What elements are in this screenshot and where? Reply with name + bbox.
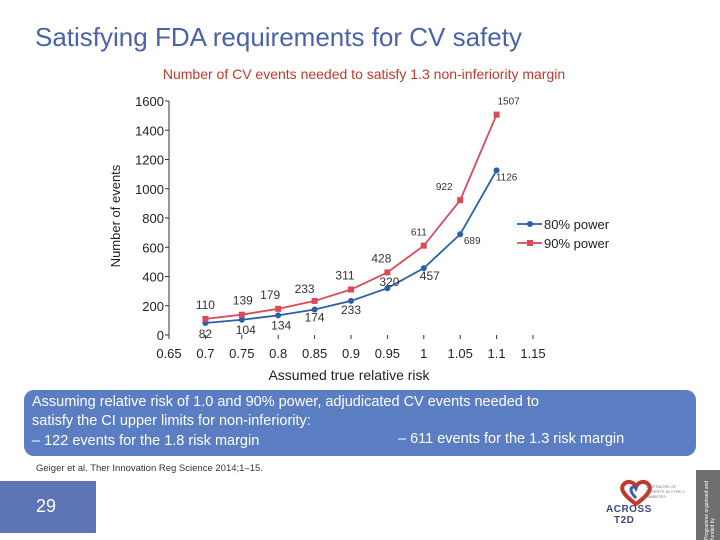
sponsor-strip-text: Programme organised and funded by [704, 480, 716, 540]
x-tick-label: 0.75 [229, 346, 254, 361]
y-tick-label: 1600 [135, 94, 164, 109]
info-line-1: Assuming relative risk of 1.0 and 90% po… [32, 394, 539, 410]
y-tick-label: 400 [142, 270, 164, 285]
data-label: 179 [260, 288, 280, 302]
info-line-3-left: – 122 events for the 1.8 risk margin [32, 433, 260, 449]
info-box: Assuming relative risk of 1.0 and 90% po… [24, 390, 696, 456]
sponsor-strip: Programme organised and funded by [696, 470, 720, 540]
data-label: 922 [436, 182, 453, 193]
legend-label: 90% power [544, 236, 610, 251]
data-point [238, 311, 245, 318]
data-label: 174 [305, 311, 325, 325]
data-point [348, 286, 354, 293]
data-label: 457 [420, 269, 440, 283]
data-label: 320 [379, 275, 399, 289]
y-tick-label: 1200 [135, 153, 164, 168]
y-axis-title: Number of events [108, 164, 123, 267]
x-tick-label: 1 [420, 346, 427, 361]
logo-tagline: A NETWORK OF EXPERTS IN TYPE 2 DIABETES [646, 484, 685, 499]
page-number: 29 [36, 496, 57, 516]
data-point [348, 297, 354, 304]
logo-heart-icon [620, 479, 652, 506]
x-tick-label: 0.8 [269, 346, 287, 361]
x-tick-label: 1.05 [448, 346, 473, 361]
y-tick-label: 1400 [135, 123, 164, 138]
x-tick-label: 0.7 [196, 346, 214, 361]
data-label: 82 [199, 327, 213, 341]
y-tick-label: 200 [142, 299, 164, 314]
x-tick-label: 0.85 [302, 346, 327, 361]
chart-title: Number of CV events needed to satisfy 1.… [162, 66, 566, 82]
x-tick-label: 1.1 [488, 346, 506, 361]
data-point [420, 265, 427, 272]
citation: Geiger et al. Ther Innovation Reg Scienc… [36, 463, 263, 474]
data-label: 233 [341, 303, 361, 317]
data-point [384, 269, 391, 276]
data-label: 1126 [496, 172, 518, 183]
logo-text-line-2: T2D [614, 515, 635, 526]
across-t2d-logo: A NETWORK OF EXPERTS IN TYPE 2 DIABETES … [600, 478, 685, 530]
y-tick-label: 1000 [135, 182, 164, 197]
y-tick-label: 600 [142, 240, 164, 255]
data-label: 233 [295, 282, 315, 296]
line-chart: 0 200 400 600 800 1000 1200 1400 1600 0.65 0.7 0.75… [108, 94, 610, 383]
slide-title: Satisfying FDA requirements for CV safet… [35, 22, 522, 52]
data-point [311, 306, 318, 313]
data-label: 611 [411, 228, 427, 239]
data-label: 134 [271, 318, 291, 332]
legend-label: 80% power [544, 217, 610, 232]
data-point [311, 297, 318, 304]
info-line-2: satisfy the CI upper limits for non-infe… [32, 413, 311, 429]
info-line-3-right: – 611 events for the 1.3 risk margin [398, 431, 625, 447]
data-point [275, 312, 282, 319]
data-point [384, 285, 391, 292]
data-label: 428 [371, 251, 391, 265]
y-tick-label: 0 [157, 328, 164, 343]
y-tick-label: 800 [142, 211, 164, 226]
data-label: 689 [464, 236, 481, 247]
logo-text: ACROSS T2D [606, 504, 652, 526]
legend-marker [527, 240, 533, 246]
data-point [238, 316, 245, 323]
data-label: 139 [233, 294, 253, 308]
data-point [457, 197, 464, 204]
data-point [493, 111, 500, 118]
page-number-box: 29 [0, 481, 96, 533]
data-label: 1507 [497, 97, 520, 108]
data-label: 110 [196, 298, 215, 312]
data-point [420, 242, 427, 249]
x-tick-label: 1.15 [520, 346, 545, 361]
data-point [275, 305, 282, 312]
data-point [457, 231, 464, 238]
x-tick-label: 0.95 [375, 346, 400, 361]
data-point [493, 167, 500, 174]
logo-text-line-1: ACROSS [606, 504, 652, 515]
x-axis-title: Assumed true relative risk [268, 367, 430, 383]
x-tick-label: 0.9 [342, 346, 360, 361]
data-point [202, 315, 209, 322]
x-tick-label: 0.65 [156, 346, 181, 361]
data-label: 104 [236, 323, 256, 337]
data-label: 311 [335, 269, 354, 283]
legend-marker [527, 221, 533, 227]
